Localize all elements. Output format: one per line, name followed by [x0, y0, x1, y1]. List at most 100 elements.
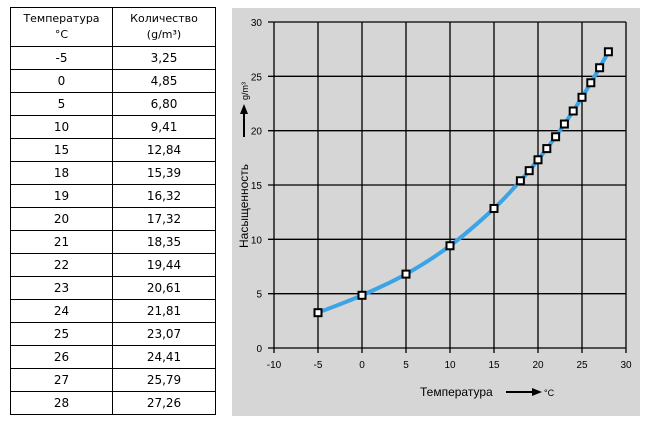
table-row: 26 24,41	[10, 345, 216, 369]
table-header-row: Температура °C Количество (g/m³)	[10, 7, 216, 47]
x-axis-ticks: -10 -5 0 5 10 15 20 25 30	[267, 360, 632, 371]
cell-temperature: 10	[10, 115, 113, 139]
cell-quantity: 6,80	[112, 92, 216, 116]
cell-quantity: 19,44	[112, 253, 216, 277]
saturation-chart: 0 5 10 15 20 25 30 -10 -5 0 5 10 15 20 25 30 Насыщенно…	[237, 18, 632, 399]
data-point-marker	[542, 144, 552, 154]
cell-quantity: 15,39	[112, 161, 216, 185]
table-row: 20 17,32	[10, 207, 216, 231]
cell-quantity: 9,41	[112, 115, 216, 139]
table-row: 21 18,35	[10, 230, 216, 254]
cell-temperature: 28	[10, 391, 113, 415]
y-axis-title: Насыщенность	[237, 164, 251, 248]
cell-quantity: 24,41	[112, 345, 216, 369]
data-point-marker	[586, 78, 596, 88]
table-row: 15 12,84	[10, 138, 216, 162]
data-point-marker	[515, 176, 525, 186]
table-row: 27 25,79	[10, 368, 216, 392]
header-temperature-label: Температура	[23, 12, 100, 25]
x-tick-label: 0	[359, 360, 365, 371]
cell-temperature: 18	[10, 161, 113, 185]
cell-quantity: 25,79	[112, 368, 216, 392]
cell-temperature: -5	[10, 46, 113, 70]
saturation-curve	[316, 49, 611, 315]
table-row: 28 27,26	[10, 391, 216, 415]
header-quantity-unit: (g/m³)	[146, 28, 182, 41]
cell-quantity: 16,32	[112, 184, 216, 208]
cell-temperature: 5	[10, 92, 113, 116]
y-axis-ticks: 0 5 10 15 20 25 30	[251, 18, 263, 355]
cell-temperature: 19	[10, 184, 113, 208]
cell-quantity: 18,35	[112, 230, 216, 254]
data-point-marker	[445, 241, 455, 251]
cell-temperature: 21	[10, 230, 113, 254]
cell-temperature: 24	[10, 299, 113, 323]
header-quantity-label: Количество	[130, 12, 198, 25]
cell-temperature: 25	[10, 322, 113, 346]
y-axis-arrow-icon	[240, 104, 248, 137]
table-row: 25 23,07	[10, 322, 216, 346]
cell-quantity: 4,85	[112, 69, 216, 93]
y-tick-label: 20	[251, 127, 263, 138]
cell-temperature: 22	[10, 253, 113, 277]
cell-quantity: 21,81	[112, 299, 216, 323]
y-tick-label: 5	[256, 290, 262, 301]
data-point-marker	[568, 106, 578, 116]
cell-quantity: 20,61	[112, 276, 216, 300]
y-tick-label: 0	[256, 344, 262, 355]
data-point-marker	[595, 63, 605, 73]
data-point-marker	[533, 155, 543, 165]
x-tick-label: 20	[532, 360, 544, 371]
data-point-markers	[313, 47, 613, 318]
cell-temperature: 27	[10, 368, 113, 392]
data-point-marker	[357, 290, 367, 300]
data-point-marker	[524, 166, 534, 176]
table-row: 24 21,81	[10, 299, 216, 323]
cell-quantity: 23,07	[112, 322, 216, 346]
x-tick-label: 30	[620, 360, 632, 371]
x-tick-label: 10	[444, 360, 456, 371]
cell-temperature: 26	[10, 345, 113, 369]
cell-temperature: 23	[10, 276, 113, 300]
data-point-marker	[551, 132, 561, 142]
table-row: 19 16,32	[10, 184, 216, 208]
y-tick-label: 30	[251, 18, 263, 29]
x-tick-label: -5	[314, 360, 323, 371]
data-point-marker	[559, 119, 569, 129]
table-row: 23 20,61	[10, 276, 216, 300]
cell-temperature: 0	[10, 69, 113, 93]
table-row: 0 4,85	[10, 69, 216, 93]
table-row: 5 6,80	[10, 92, 216, 116]
data-point-marker	[577, 92, 587, 102]
cell-quantity: 3,25	[112, 46, 216, 70]
x-axis-unit: °C	[544, 388, 555, 398]
data-point-marker	[489, 203, 499, 213]
chart-panel: 0 5 10 15 20 25 30 -10 -5 0 5 10 15 20 25 30 Насыщенно…	[232, 8, 640, 416]
header-temperature: Температура °C	[10, 7, 113, 47]
data-table: Температура °C Количество (g/m³) -5 3,25 0…	[10, 7, 216, 415]
chart-grid	[268, 21, 627, 353]
cell-temperature: 15	[10, 138, 113, 162]
x-tick-label: -10	[267, 360, 282, 371]
y-axis-unit: g/m³	[240, 82, 250, 100]
data-point-marker	[603, 47, 613, 57]
x-tick-label: 5	[403, 360, 409, 371]
header-quantity: Количество (g/m³)	[112, 7, 216, 47]
x-tick-label: 15	[488, 360, 500, 371]
cell-quantity: 12,84	[112, 138, 216, 162]
header-temperature-unit: °C	[54, 28, 69, 41]
x-axis-arrow-icon	[506, 388, 542, 396]
data-point-marker	[401, 269, 411, 279]
data-point-marker	[313, 308, 323, 318]
table-row: -5 3,25	[10, 46, 216, 70]
cell-temperature: 20	[10, 207, 113, 231]
y-axis-label: Насыщенность	[237, 164, 251, 248]
cell-quantity: 17,32	[112, 207, 216, 231]
y-tick-label: 10	[251, 235, 263, 246]
table-row: 18 15,39	[10, 161, 216, 185]
y-tick-label: 15	[251, 181, 263, 192]
table-row: 10 9,41	[10, 115, 216, 139]
table-body: -5 3,25 0 4,85 5 6,80 10 9,41 15 12,84 18 15,39 19 16…	[10, 46, 216, 415]
y-tick-label: 25	[251, 72, 263, 83]
cell-quantity: 27,26	[112, 391, 216, 415]
